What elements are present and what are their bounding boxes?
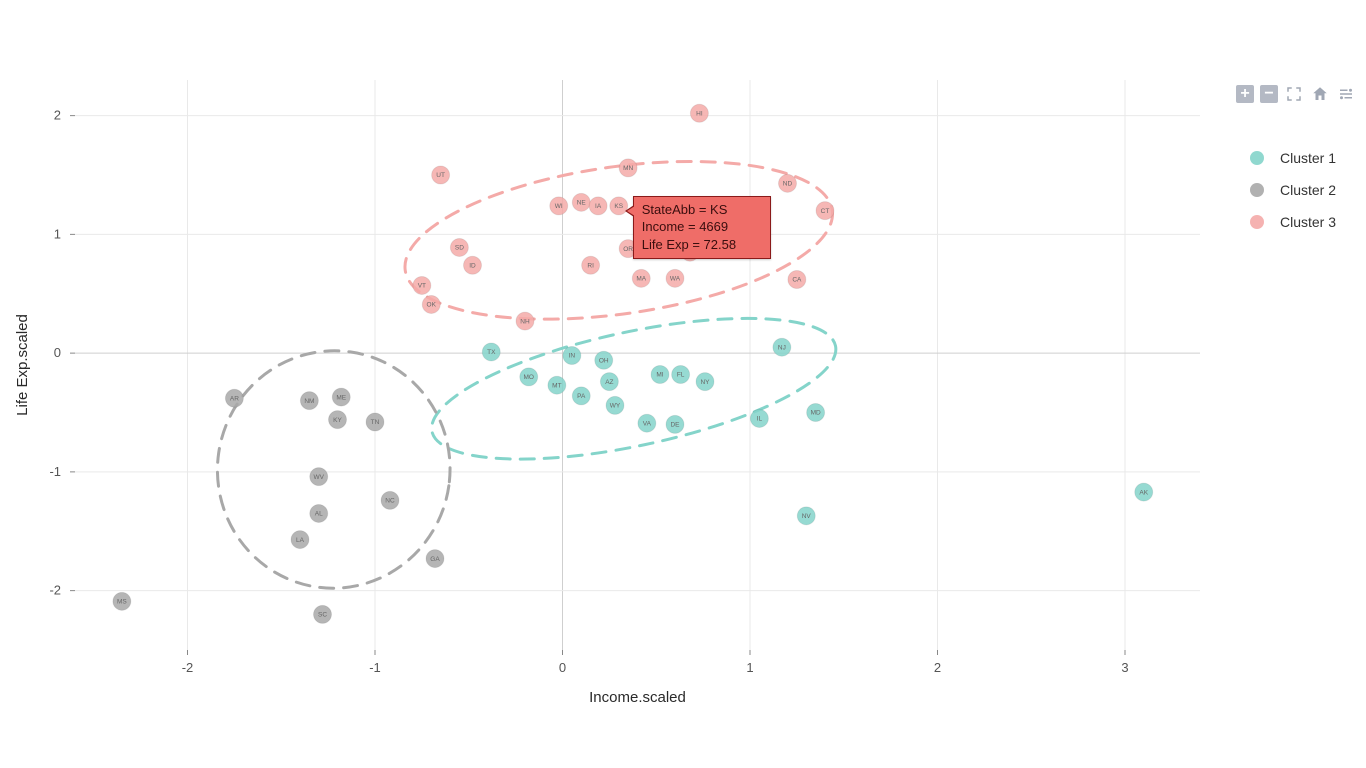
data-point[interactable]: WY xyxy=(606,396,624,414)
cluster-ellipse xyxy=(420,290,847,487)
data-point[interactable]: CT xyxy=(816,202,834,220)
data-point[interactable]: ID xyxy=(464,256,482,274)
data-point[interactable]: MN xyxy=(619,159,637,177)
data-point[interactable]: AK xyxy=(1135,483,1153,501)
data-point[interactable]: VA xyxy=(638,414,656,432)
data-point[interactable]: NV xyxy=(797,507,815,525)
legend-item[interactable]: Cluster 1 xyxy=(1250,150,1336,166)
data-point[interactable]: ME xyxy=(332,388,350,406)
legend-label: Cluster 1 xyxy=(1280,150,1336,166)
data-point[interactable]: UT xyxy=(432,166,450,184)
data-point[interactable]: AR xyxy=(225,389,243,407)
data-point[interactable]: KY xyxy=(329,411,347,429)
tooltip-line: StateAbb = KS xyxy=(642,201,762,219)
legend-label: Cluster 3 xyxy=(1280,214,1336,230)
data-point[interactable]: ND xyxy=(779,174,797,192)
data-point[interactable]: MI xyxy=(651,366,669,384)
data-point[interactable]: IA xyxy=(589,197,607,215)
data-point[interactable]: IL xyxy=(750,409,768,427)
data-point[interactable]: OK xyxy=(422,295,440,313)
data-point[interactable]: AZ xyxy=(600,373,618,391)
data-point[interactable]: GA xyxy=(426,550,444,568)
zoom-in-button[interactable]: + xyxy=(1236,85,1254,103)
data-point[interactable]: NC xyxy=(381,491,399,509)
data-point[interactable]: RI xyxy=(582,256,600,274)
zoom-out-button[interactable]: − xyxy=(1260,85,1278,103)
data-point[interactable]: HI xyxy=(690,104,708,122)
data-point[interactable]: FL xyxy=(672,366,690,384)
data-point[interactable]: MO xyxy=(520,368,538,386)
y-tick-label: -1 xyxy=(49,464,61,479)
legend-label: Cluster 2 xyxy=(1280,182,1336,198)
x-tick-label: 1 xyxy=(746,660,753,675)
y-tick-label: 0 xyxy=(54,345,61,360)
y-tick-label: 2 xyxy=(54,108,61,123)
x-tick-label: -1 xyxy=(369,660,381,675)
fullscreen-button[interactable] xyxy=(1284,84,1304,104)
data-point[interactable]: LA xyxy=(291,531,309,549)
cluster-ellipse xyxy=(202,336,465,604)
data-point[interactable]: NM xyxy=(300,392,318,410)
data-point[interactable]: NH xyxy=(516,312,534,330)
x-axis-label: Income.scaled xyxy=(589,689,686,706)
data-point[interactable]: MD xyxy=(807,404,825,422)
data-point[interactable]: WA xyxy=(666,269,684,287)
tooltip: StateAbb = KSIncome = 4669Life Exp = 72.… xyxy=(633,196,771,259)
x-tick-label: 0 xyxy=(559,660,566,675)
legend-item[interactable]: Cluster 2 xyxy=(1250,182,1336,198)
data-point[interactable]: TN xyxy=(366,413,384,431)
data-point[interactable]: MA xyxy=(632,269,650,287)
data-point[interactable]: NY xyxy=(696,373,714,391)
tooltip-line: Income = 4669 xyxy=(642,218,762,236)
legend-swatch xyxy=(1250,215,1264,229)
options-button[interactable] xyxy=(1336,84,1356,104)
data-point[interactable]: VT xyxy=(413,276,431,294)
plot-svg[interactable]: -2 -1 0 1 2 3 -2 -1 0 1 2 Income.scaled Life Exp.sca… xyxy=(0,0,1366,768)
chart-toolbar: + − xyxy=(1236,84,1356,104)
x-tick-label: -2 xyxy=(182,660,194,675)
scatter-chart: -2 -1 0 1 2 3 -2 -1 0 1 2 Income.scaled Life Exp.sca… xyxy=(0,0,1366,768)
data-point[interactable]: NJ xyxy=(773,338,791,356)
data-point[interactable]: AL xyxy=(310,504,328,522)
data-point[interactable]: MT xyxy=(548,376,566,394)
data-point[interactable]: SC xyxy=(314,605,332,623)
legend-item[interactable]: Cluster 3 xyxy=(1250,214,1336,230)
x-tick-label: 2 xyxy=(934,660,941,675)
legend-swatch xyxy=(1250,183,1264,197)
data-point[interactable]: OH xyxy=(595,351,613,369)
home-button[interactable] xyxy=(1310,84,1330,104)
y-axis-label: Life Exp.scaled xyxy=(14,314,31,416)
data-point[interactable]: IN xyxy=(563,347,581,365)
legend-swatch xyxy=(1250,151,1264,165)
x-tick-label: 3 xyxy=(1121,660,1128,675)
data-point[interactable]: MS xyxy=(113,592,131,610)
data-point[interactable]: SD xyxy=(450,238,468,256)
legend: Cluster 1 Cluster 2 Cluster 3 xyxy=(1250,150,1336,246)
data-point[interactable]: DE xyxy=(666,415,684,433)
data-point[interactable]: WV xyxy=(310,468,328,486)
tooltip-line: Life Exp = 72.58 xyxy=(642,236,762,254)
y-tick-label: 1 xyxy=(54,226,61,241)
data-point[interactable]: TX xyxy=(482,343,500,361)
data-point[interactable]: CA xyxy=(788,271,806,289)
data-point[interactable]: PA xyxy=(572,387,590,405)
data-point[interactable]: NE xyxy=(572,193,590,211)
y-tick-label: -2 xyxy=(49,583,61,598)
data-point[interactable]: WI xyxy=(550,197,568,215)
